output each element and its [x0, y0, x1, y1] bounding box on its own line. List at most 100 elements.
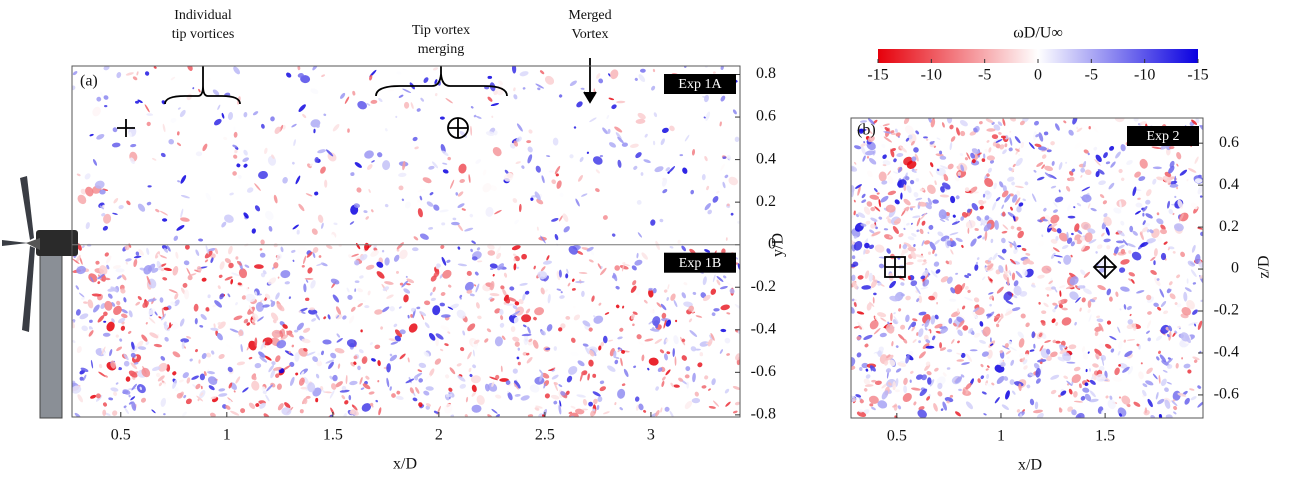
vorticity-blob: [102, 225, 109, 232]
vorticity-blob: [162, 218, 167, 222]
vorticity-blob: [1004, 143, 1007, 147]
vorticity-blob: [1054, 123, 1061, 132]
vorticity-blob: [1103, 238, 1111, 242]
vorticity-blob: [689, 329, 698, 338]
vorticity-blob: [1120, 258, 1131, 266]
vorticity-blob: [664, 406, 671, 413]
vorticity-blob: [471, 240, 477, 245]
vorticity-blob: [204, 259, 208, 263]
vorticity-blob: [1033, 169, 1037, 173]
vorticity-blob: [396, 390, 401, 395]
vorticity-blob: [429, 191, 434, 195]
vorticity-blob: [207, 77, 211, 81]
vorticity-blob: [581, 88, 585, 90]
vorticity-blob: [659, 218, 664, 222]
vorticity-blob: [621, 383, 625, 387]
vorticity-blob: [374, 344, 381, 349]
vorticity-blob: [1146, 398, 1154, 408]
vorticity-blob: [532, 316, 537, 321]
y-tick-label: -0.8: [751, 406, 776, 423]
vorticity-blob: [512, 336, 521, 343]
vorticity-blob: [1020, 142, 1024, 149]
vorticity-blob: [357, 302, 364, 308]
vorticity-blob: [952, 214, 956, 218]
region-label: Exp 1B: [679, 256, 721, 271]
vorticity-blob: [1147, 337, 1151, 341]
vorticity-blob: [722, 275, 726, 279]
vorticity-blob: [218, 388, 225, 392]
vorticity-blob: [995, 196, 1001, 202]
vorticity-blob: [1010, 225, 1015, 230]
vorticity-blob: [894, 128, 898, 133]
vorticity-blob: [76, 393, 84, 403]
vorticity-blob: [509, 286, 514, 291]
vorticity-blob: [1096, 315, 1100, 318]
vorticity-blob: [550, 394, 560, 400]
vorticity-blob: [495, 394, 502, 399]
vorticity-blob: [1197, 320, 1203, 330]
vorticity-blob: [989, 303, 993, 307]
x-tick-label: 2.5: [535, 427, 555, 444]
vorticity-blob: [470, 293, 475, 297]
vorticity-blob: [492, 274, 495, 277]
vorticity-blob: [1036, 176, 1044, 181]
vorticity-blob: [1059, 284, 1066, 288]
vorticity-blob: [318, 255, 321, 258]
vorticity-blob: [1031, 193, 1037, 203]
vorticity-blob: [235, 256, 238, 260]
vorticity-field-b: [845, 113, 1205, 423]
vorticity-blob: [131, 383, 138, 391]
vorticity-blob: [869, 194, 879, 200]
vorticity-blob: [637, 232, 642, 238]
vorticity-blob: [375, 270, 386, 280]
vorticity-blob: [643, 299, 648, 304]
vorticity-blob: [250, 380, 260, 392]
vorticity-blob: [865, 368, 868, 372]
vorticity-blob: [1200, 195, 1203, 197]
vorticity-blob: [950, 195, 956, 203]
vorticity-blob: [1035, 401, 1039, 409]
vorticity-blob: [1088, 314, 1092, 322]
vorticity-blob: [1117, 351, 1121, 356]
vorticity-blob: [638, 341, 645, 346]
vorticity-blob: [675, 320, 677, 322]
vorticity-blob: [1159, 288, 1165, 298]
vorticity-blob: [867, 156, 869, 159]
vorticity-blob: [180, 217, 190, 223]
vorticity-blob: [933, 239, 940, 246]
colorbar-tick-label: -10: [1134, 67, 1155, 84]
vorticity-blob: [866, 170, 874, 179]
vorticity-blob: [350, 306, 357, 313]
vorticity-blob: [1109, 296, 1113, 301]
vorticity-blob: [146, 113, 153, 116]
vorticity-blob: [91, 105, 103, 118]
vorticity-blob: [883, 136, 892, 144]
vorticity-blob: [616, 101, 625, 104]
vorticity-blob: [320, 222, 324, 229]
vorticity-blob: [89, 133, 94, 136]
vorticity-blob: [1067, 129, 1075, 137]
colorbar-tick-label: -15: [867, 67, 888, 84]
vorticity-blob: [163, 413, 166, 415]
vorticity-blob: [1188, 167, 1197, 173]
vorticity-blob: [1102, 151, 1109, 159]
vorticity-blob: [734, 303, 743, 311]
vorticity-blob: [291, 123, 297, 128]
vorticity-blob: [993, 182, 998, 189]
vorticity-blob: [735, 137, 740, 142]
vorticity-blob: [913, 244, 916, 248]
vorticity-blob: [1065, 161, 1068, 164]
vorticity-blob: [579, 156, 585, 162]
vorticity-blob: [588, 359, 594, 366]
vorticity-blob: [1018, 352, 1024, 358]
vorticity-blob: [653, 69, 656, 73]
vorticity-blob: [212, 304, 216, 307]
vorticity-blob: [347, 294, 354, 301]
vorticity-blob: [1009, 116, 1017, 123]
annotation: tip vortices: [172, 27, 235, 42]
vorticity-blob: [537, 87, 541, 90]
vorticity-blob: [588, 259, 594, 263]
vorticity-blob: [898, 308, 902, 312]
vorticity-blob: [932, 402, 939, 412]
vorticity-blob: [673, 335, 680, 345]
